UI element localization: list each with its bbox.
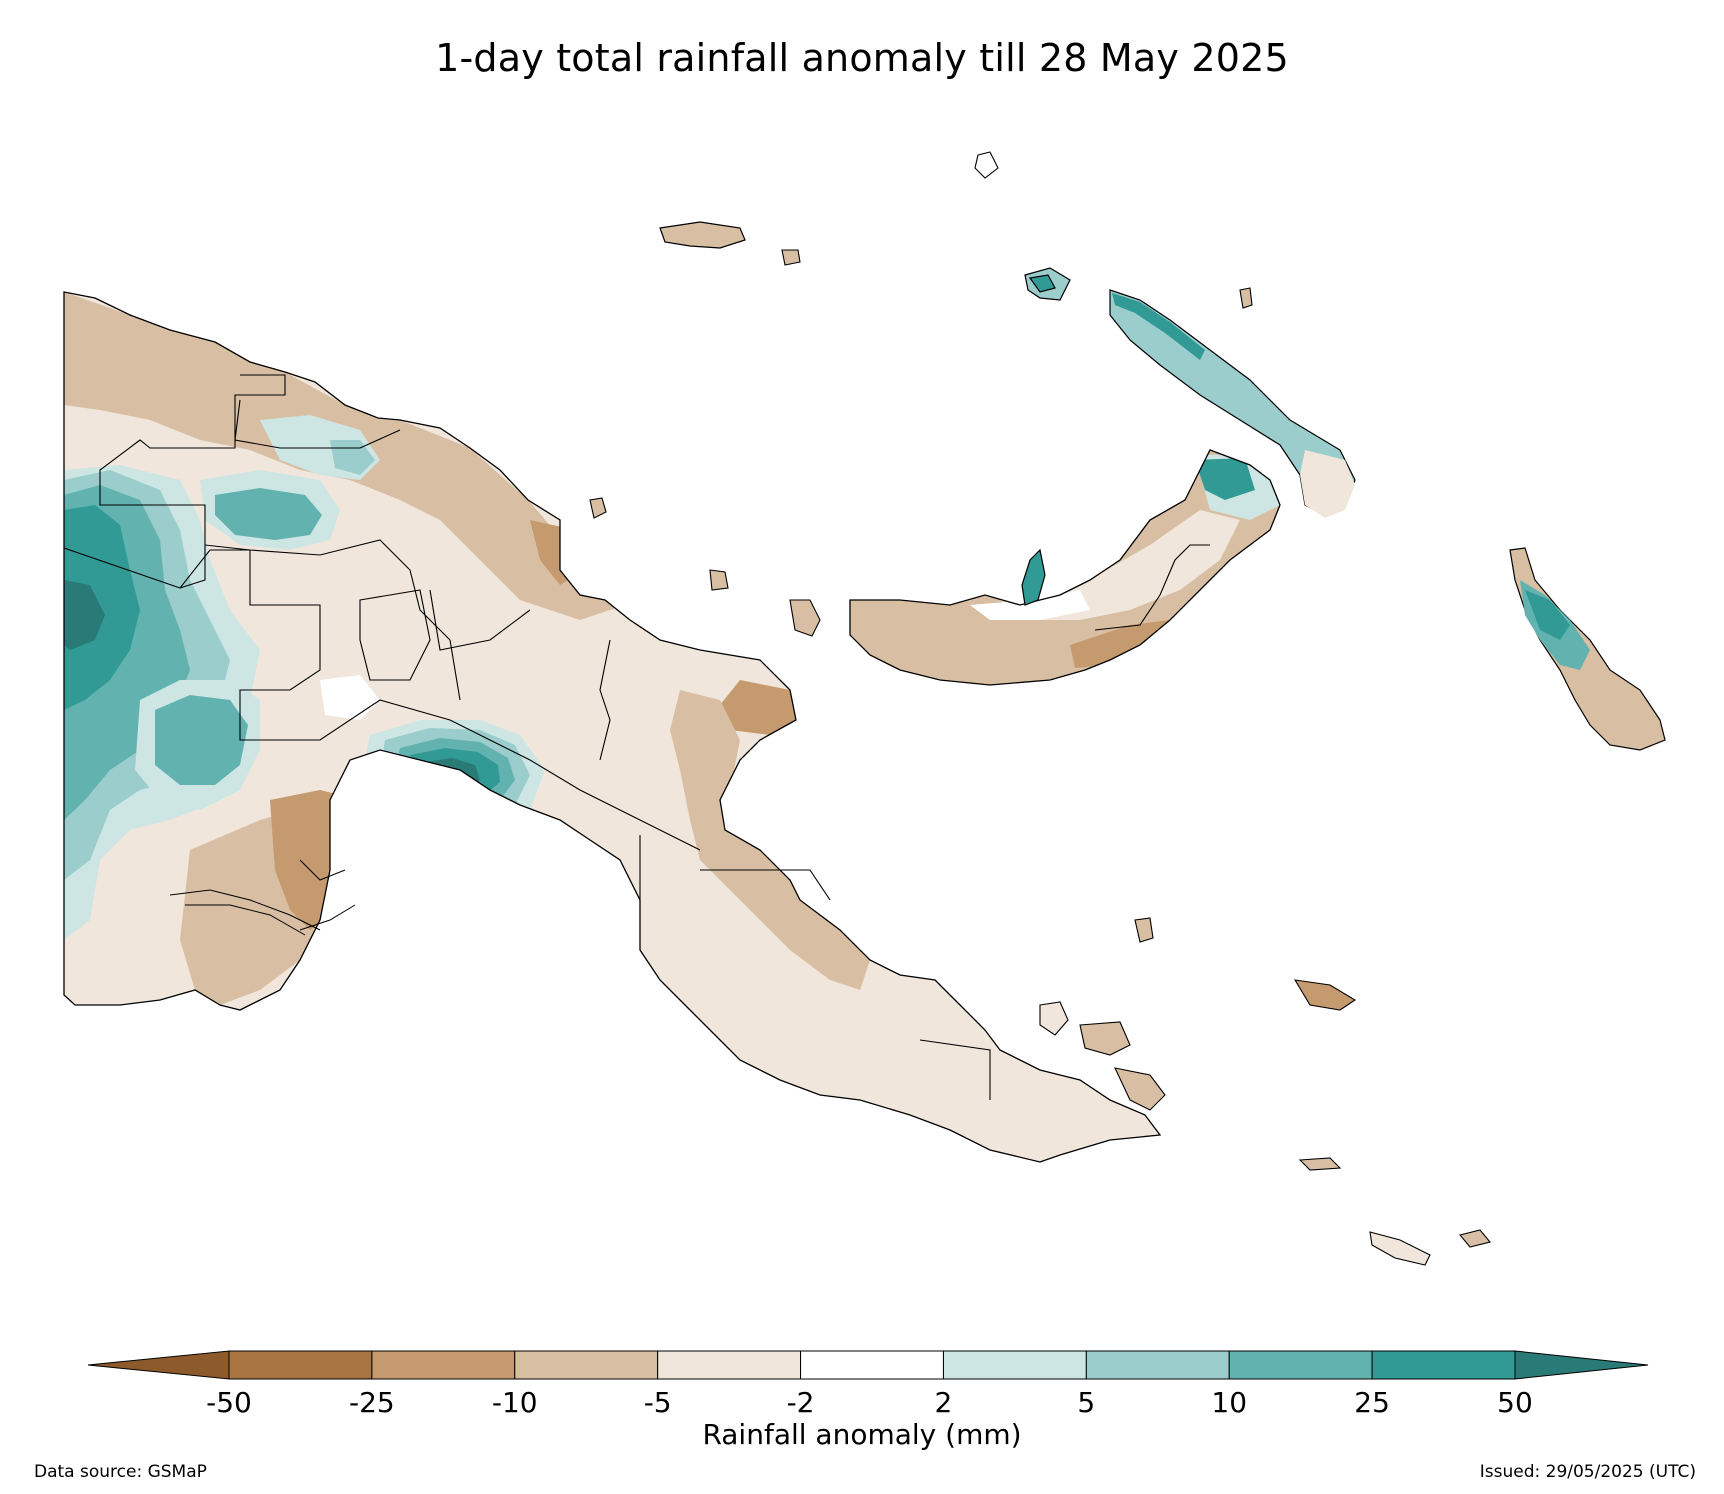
- anomaly-east-dry-band: [670, 690, 840, 950]
- anomaly-highland-white-1: [320, 675, 380, 720]
- normanby-island: [1114, 1067, 1166, 1111]
- colorbar-tick-label: -2: [786, 1386, 815, 1419]
- anomaly-north-ne-strong: [720, 680, 796, 735]
- misima-island: [1298, 1157, 1342, 1171]
- lihir-island: [1239, 287, 1253, 309]
- colorbar-tick-label: -10: [491, 1386, 538, 1419]
- goodenough-island: [1039, 1001, 1069, 1036]
- colorbar-tick-label: 50: [1497, 1386, 1533, 1419]
- issued-date-note: Issued: 29/05/2025 (UTC): [1479, 1462, 1696, 1482]
- new-britain-coastline: [849, 449, 1281, 686]
- mussau-island: [974, 151, 999, 179]
- colorbar-tick-label: 10: [1211, 1386, 1248, 1419]
- rossel-island: [1459, 1229, 1491, 1248]
- map-title: 1-day total rainfall anomaly till 28 May…: [435, 36, 1289, 80]
- milne-bay-islands: [1039, 917, 1491, 1266]
- umboi-island: [789, 599, 821, 637]
- anomaly-west-wet-heavy: [64, 505, 140, 710]
- manus-island: [659, 221, 746, 249]
- new-britain-south-dry: [1070, 620, 1170, 668]
- new-britain-base: [850, 450, 1280, 685]
- tagula-island: [1369, 1231, 1431, 1266]
- anomaly-nw-wet-mid: [215, 488, 322, 540]
- anomaly-east-dry-band-2: [740, 870, 870, 990]
- colorbar-tick-label: 5: [1077, 1386, 1096, 1419]
- bougainville-island: [1509, 547, 1666, 751]
- manus-island-east: [781, 249, 801, 266]
- new-britain-province-line: [1094, 544, 1210, 631]
- new-ireland-north-tip: [1028, 274, 1056, 293]
- colorbar-tick-label: -50: [206, 1386, 252, 1419]
- long-island: [709, 569, 729, 591]
- mainland-region: [63, 291, 1162, 1163]
- woodlark-island: [1293, 979, 1357, 1011]
- north-coast-islands: [589, 287, 1253, 637]
- anomaly-north-wet-mid: [330, 440, 375, 475]
- new-ireland-southern: [1300, 450, 1355, 518]
- new-ireland-wet-band: [1112, 293, 1205, 360]
- bougainville-wet-heavy: [1525, 590, 1570, 640]
- manus-islands: [659, 151, 999, 266]
- anomaly-west-wet-extreme: [64, 580, 105, 650]
- colorbar-label: Rainfall anomaly (mm): [702, 1418, 1022, 1451]
- new-britain-ne-wet-strong: [1195, 458, 1255, 500]
- new-britain-island: [849, 449, 1281, 686]
- colorbar-tick-label: -25: [349, 1386, 395, 1419]
- colorbar-tick-label: 2: [934, 1386, 953, 1419]
- karkar-island: [589, 497, 607, 519]
- colorbar-tick-label: -5: [643, 1386, 672, 1419]
- mainland-coastline: [63, 291, 1162, 1163]
- new-britain-wnb-peninsula: [1021, 548, 1046, 606]
- data-source-note: Data source: GSMaP: [34, 1462, 207, 1482]
- new-britain-white-band: [970, 590, 1090, 620]
- anomaly-whl-wet-mid: [155, 695, 248, 785]
- province-boundaries: [63, 374, 991, 1100]
- fly-river-delta: [169, 859, 356, 936]
- colorbar-tick-label: 25: [1354, 1386, 1390, 1419]
- trobriand-island: [1134, 917, 1154, 943]
- fergusson-island: [1079, 1021, 1131, 1056]
- new-ireland-island: [1024, 267, 1356, 518]
